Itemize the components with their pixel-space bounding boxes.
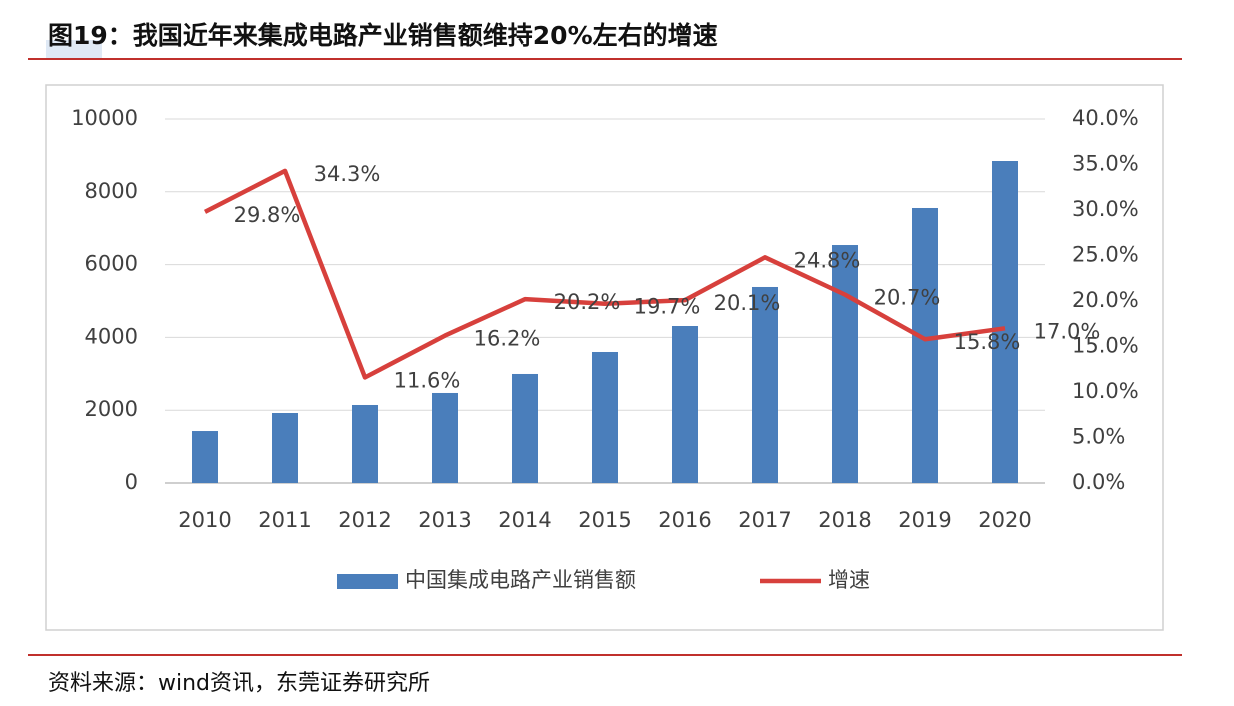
x-tick-label: 2010 xyxy=(178,508,231,532)
bar xyxy=(512,373,538,483)
y-tick-label: 10000 xyxy=(71,106,138,130)
x-tick-label: 2020 xyxy=(978,508,1031,532)
y2-tick-label: 20.0% xyxy=(1072,288,1139,312)
y-tick-label: 6000 xyxy=(85,252,138,276)
bar xyxy=(432,392,458,483)
data-label: 29.8% xyxy=(234,203,301,227)
x-tick-label: 2012 xyxy=(338,508,391,532)
x-tick-label: 2016 xyxy=(658,508,711,532)
y2-tick-label: 25.0% xyxy=(1072,243,1139,267)
x-tick-label: 2019 xyxy=(898,508,951,532)
data-label: 20.2% xyxy=(554,290,621,314)
y-tick-label: 4000 xyxy=(85,324,138,348)
y2-tick-label: 5.0% xyxy=(1072,425,1125,449)
y2-tick-label: 40.0% xyxy=(1072,106,1139,130)
legend-label: 增速 xyxy=(828,568,870,592)
data-label: 20.1% xyxy=(714,291,781,315)
data-label: 16.2% xyxy=(474,327,541,351)
x-tick-label: 2017 xyxy=(738,508,791,532)
y2-tick-label: 30.0% xyxy=(1072,197,1139,221)
legend-label: 中国集成电路产业销售额 xyxy=(405,568,636,592)
data-label: 17.0% xyxy=(1034,319,1101,343)
y-tick-label: 8000 xyxy=(85,179,138,203)
chart-frame xyxy=(45,84,1164,631)
y2-tick-label: 15.0% xyxy=(1072,334,1139,358)
data-label: 15.8% xyxy=(954,330,1021,354)
bar xyxy=(912,207,938,484)
bar xyxy=(752,286,778,483)
data-label: 20.7% xyxy=(874,286,941,310)
data-label: 19.7% xyxy=(634,295,701,319)
y2-tick-label: 35.0% xyxy=(1072,152,1139,176)
title-highlight xyxy=(46,40,102,58)
y-tick-label: 2000 xyxy=(85,397,138,421)
x-tick-label: 2015 xyxy=(578,508,631,532)
bar xyxy=(672,326,698,483)
x-tick-label: 2013 xyxy=(418,508,471,532)
bar xyxy=(272,413,298,483)
bar xyxy=(832,245,858,483)
x-tick-label: 2011 xyxy=(258,508,311,532)
source-note: 资料来源：wind资讯，东莞证券研究所 xyxy=(48,671,430,696)
bar xyxy=(992,161,1018,483)
data-label: 34.3% xyxy=(314,162,381,186)
chart-title: 图19：我国近年来集成电路产业销售额维持20%左右的增速 xyxy=(48,21,718,50)
bar xyxy=(352,404,378,483)
y2-tick-label: 10.0% xyxy=(1072,379,1139,403)
y-tick-label: 0 xyxy=(125,470,138,494)
legend-swatch xyxy=(337,574,398,589)
y2-tick-label: 0.0% xyxy=(1072,470,1125,494)
data-label: 24.8% xyxy=(794,248,861,272)
line xyxy=(203,168,1006,380)
x-tick-label: 2018 xyxy=(818,508,871,532)
bar xyxy=(192,431,218,483)
x-tick-label: 2014 xyxy=(498,508,551,532)
bar xyxy=(592,351,618,483)
data-label: 11.6% xyxy=(394,368,461,392)
